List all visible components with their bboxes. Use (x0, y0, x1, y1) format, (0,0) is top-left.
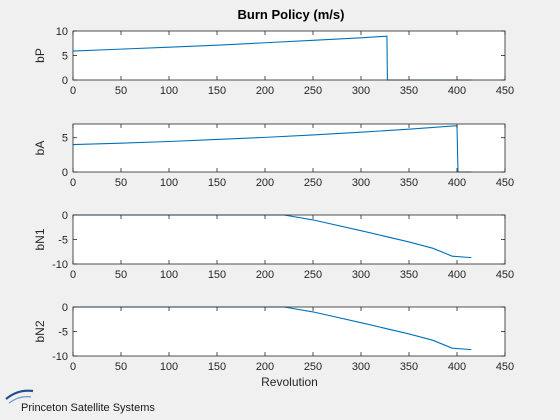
y-axis-label: bN2 (33, 320, 47, 342)
x-tick-label: 300 (352, 269, 370, 281)
x-tick-label: 300 (352, 85, 370, 97)
y-tick-label: -10 (52, 351, 68, 363)
x-tick-label: 0 (70, 85, 76, 97)
x-tick-label: 100 (160, 177, 178, 189)
y-axis-label: bP (33, 48, 47, 63)
x-tick-label: 350 (400, 361, 418, 373)
x-tick-label: 350 (400, 177, 418, 189)
x-tick-label: 450 (496, 177, 514, 189)
x-tick-label: 250 (304, 177, 322, 189)
x-tick-label: 200 (256, 177, 274, 189)
plot-area (73, 31, 505, 80)
x-tick-label: 350 (400, 269, 418, 281)
y-tick-label: -5 (58, 327, 68, 339)
y-axis-label: bA (33, 141, 47, 156)
x-tick-label: 150 (208, 361, 226, 373)
x-tick-label: 400 (448, 177, 466, 189)
y-tick-label: 0 (62, 210, 68, 222)
x-tick-label: 0 (70, 177, 76, 189)
company-name: Princeton Satellite Systems (21, 402, 155, 414)
x-tick-label: 200 (256, 361, 274, 373)
x-tick-label: 350 (400, 85, 418, 97)
x-tick-label: 300 (352, 177, 370, 189)
y-tick-label: 0 (62, 302, 68, 314)
y-tick-label: 0 (62, 167, 68, 179)
y-tick-label: 10 (56, 26, 68, 38)
x-tick-label: 0 (70, 269, 76, 281)
y-tick-label: 5 (62, 133, 68, 145)
y-tick-label: -10 (52, 259, 68, 271)
x-tick-label: 100 (160, 361, 178, 373)
x-tick-label: 400 (448, 85, 466, 97)
y-tick-label: 5 (62, 51, 68, 63)
plot-area (73, 215, 505, 264)
y-axis-label: bN1 (33, 228, 47, 250)
chart-title: Burn Policy (m/s) (238, 7, 345, 22)
x-tick-label: 150 (208, 269, 226, 281)
x-tick-label: 200 (256, 85, 274, 97)
x-tick-label: 100 (160, 85, 178, 97)
x-tick-label: 200 (256, 269, 274, 281)
x-tick-label: 50 (115, 361, 127, 373)
x-tick-label: 400 (448, 361, 466, 373)
x-tick-label: 100 (160, 269, 178, 281)
x-tick-label: 450 (496, 85, 514, 97)
x-tick-label: 250 (304, 361, 322, 373)
x-tick-label: 50 (115, 85, 127, 97)
plot-area (73, 124, 505, 172)
x-tick-label: 250 (304, 85, 322, 97)
x-tick-label: 450 (496, 361, 514, 373)
x-tick-label: 50 (115, 177, 127, 189)
x-tick-label: 150 (208, 85, 226, 97)
x-axis-label: Revolution (261, 375, 318, 389)
x-tick-label: 450 (496, 269, 514, 281)
x-tick-label: 150 (208, 177, 226, 189)
x-tick-label: 400 (448, 269, 466, 281)
x-tick-label: 50 (115, 269, 127, 281)
x-tick-label: 0 (70, 361, 76, 373)
plot-area (73, 307, 505, 356)
x-tick-label: 250 (304, 269, 322, 281)
x-tick-label: 300 (352, 361, 370, 373)
y-tick-label: -5 (58, 235, 68, 247)
y-tick-label: 0 (62, 75, 68, 87)
